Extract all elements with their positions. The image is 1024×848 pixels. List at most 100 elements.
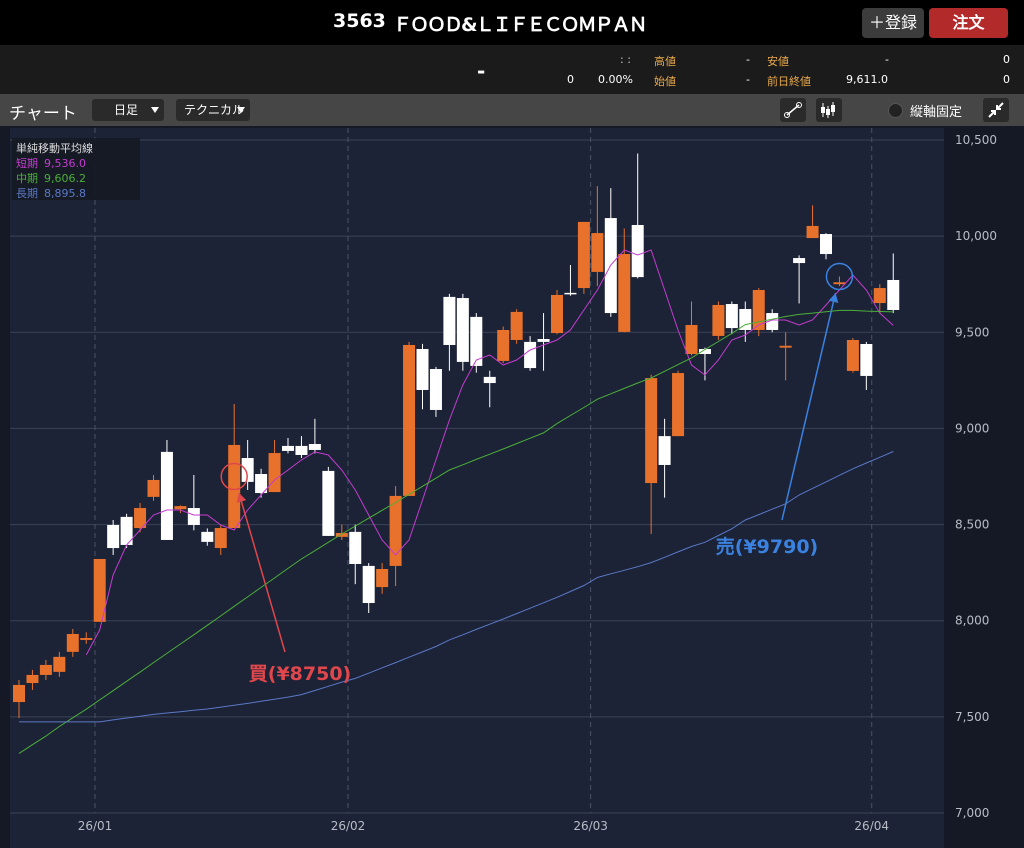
annotation-arrow — [238, 492, 286, 653]
annotation-label: 買(¥8750) — [249, 663, 351, 685]
candle-body — [873, 288, 886, 304]
candle-body — [241, 458, 254, 482]
candle-body — [107, 524, 120, 549]
candle-body — [752, 289, 765, 330]
y-tick-label: 9,500 — [955, 325, 989, 339]
header: 3563 ＦＯＯＤ&ＬＩＦＥＣＯＭＰＡＮ ＋登録 注文 — [0, 0, 1024, 45]
candle-body — [349, 531, 362, 564]
annotation-label: 売(¥9790) — [716, 535, 818, 558]
candle-body — [39, 664, 52, 675]
candle-body — [483, 376, 496, 384]
right-value: 0 — [1003, 73, 1010, 86]
field-value: - — [746, 73, 750, 86]
register-button[interactable]: ＋登録 — [862, 8, 924, 38]
moving-average-line — [18, 309, 894, 754]
candle-body — [685, 324, 698, 355]
right-value: 0 — [1003, 53, 1010, 66]
candle-body — [322, 470, 335, 536]
change: 0 — [567, 73, 574, 86]
x-tick-label: 26/02 — [331, 819, 366, 833]
candle-body — [228, 444, 241, 529]
candle-body — [524, 341, 537, 369]
candle-body — [362, 565, 375, 604]
legend-name: 長期 — [16, 187, 38, 200]
icon — [988, 102, 1004, 118]
candle-body — [93, 558, 106, 622]
field-label: 安値 — [767, 55, 789, 68]
candle-body — [658, 436, 671, 465]
time: : : — [620, 53, 631, 66]
y-tick-label: 10,000 — [955, 229, 997, 243]
candle-body — [698, 349, 711, 355]
annotation-arrow — [781, 292, 837, 521]
candle-type-button[interactable] — [816, 98, 842, 122]
legend-value: 8,895.8 — [44, 187, 86, 200]
candle-body — [308, 444, 321, 450]
quote-row: - : : 0 0.00% 高値 - 安値 - 始値 - 前日終値 9,611.… — [0, 45, 1024, 94]
moving-average-line — [19, 451, 894, 723]
annotation-circle — [825, 262, 854, 291]
axis-lock-toggle[interactable] — [888, 103, 903, 118]
candle-body — [147, 479, 160, 497]
arrow-head — [828, 293, 839, 303]
field-label: 始値 — [654, 75, 676, 88]
order-button[interactable]: 注文 — [929, 8, 1008, 38]
candle-body — [739, 309, 752, 330]
candle-body — [295, 445, 308, 455]
candle-body — [282, 445, 294, 451]
annotation-circle — [220, 462, 248, 491]
candle-body — [497, 329, 510, 361]
candle-body — [725, 304, 738, 329]
y-tick-label: 10,500 — [955, 133, 997, 147]
candle-body — [429, 369, 442, 410]
field-value: 9,611.0 — [846, 73, 888, 86]
candle-body — [470, 316, 483, 366]
field-label: 高値 — [654, 55, 676, 68]
period-select[interactable]: 日足 — [92, 99, 164, 121]
candle-body — [268, 453, 281, 493]
y-tick-label: 9,000 — [955, 421, 989, 435]
stock-name: ＦＯＯＤ&ＬＩＦＥＣＯＭＰＡＮ — [393, 14, 648, 36]
draw-tool-button[interactable] — [780, 98, 806, 122]
y-tick-label: 8,000 — [955, 614, 989, 628]
y-tick-label: 7,500 — [955, 710, 989, 724]
toolbar-title: チャート — [9, 104, 77, 124]
candle-body — [13, 684, 25, 703]
candle-body — [591, 233, 604, 272]
candle-body — [66, 633, 79, 652]
candle-body — [631, 224, 644, 278]
y-tick-label: 8,500 — [955, 518, 989, 532]
x-tick-label: 26/04 — [854, 819, 889, 833]
icon — [784, 102, 802, 118]
toolbar: チャート 日足 テクニカル 縦軸固定 — [0, 94, 1024, 126]
candle-body — [820, 234, 832, 255]
candle-body — [537, 339, 550, 342]
candle-body — [255, 474, 268, 494]
candle-body — [887, 279, 900, 310]
candle-body — [26, 674, 39, 684]
candle-body — [134, 508, 147, 529]
candle-body — [779, 345, 792, 348]
axis-lock-label: 縦軸固定 — [910, 105, 963, 120]
candle-body — [618, 254, 631, 332]
candle-body — [510, 311, 523, 340]
legend-name: 中期 — [16, 172, 38, 185]
candle-body — [403, 344, 416, 496]
legend-value: 9,536.0 — [44, 157, 86, 170]
field-value: - — [746, 53, 750, 66]
candle-body — [201, 531, 214, 542]
y-tick-label: 7,000 — [955, 806, 989, 820]
fullscreen-button[interactable] — [983, 98, 1009, 122]
candle-body — [335, 533, 348, 537]
stock-code: 3563 — [333, 10, 386, 32]
candle-body — [389, 495, 402, 566]
candle-body — [645, 378, 658, 484]
candle-body — [443, 296, 456, 345]
technical-select[interactable]: テクニカル — [176, 99, 250, 121]
candle-body — [793, 258, 806, 264]
legend-title: 単純移動平均線 — [16, 141, 93, 155]
candle-body — [564, 292, 577, 295]
candle-body — [712, 304, 725, 336]
